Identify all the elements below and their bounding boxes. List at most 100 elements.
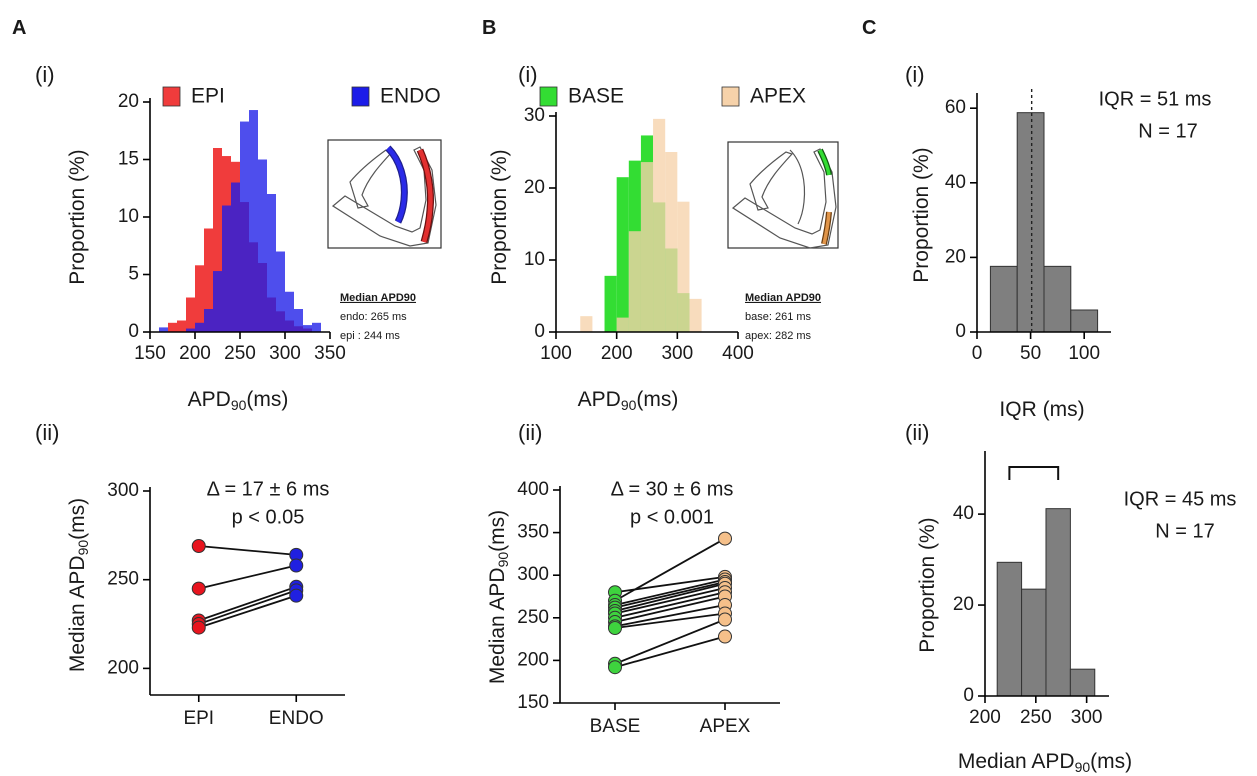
- histogram-bar: [303, 325, 312, 332]
- histogram-bar: [677, 201, 690, 332]
- y-tick-label: 300: [107, 480, 139, 501]
- pair-line: [198, 545, 297, 556]
- x-axis-label: Median APD90(ms): [958, 750, 1132, 775]
- panel-sublabel: (ii): [905, 420, 929, 445]
- y-tick-label: 40: [953, 503, 974, 524]
- label-part: 90: [231, 397, 247, 413]
- histogram-bar: [177, 320, 186, 332]
- inset-text: epi : 244 ms: [340, 330, 400, 342]
- dot: [608, 660, 622, 675]
- annotation: p < 0.05: [232, 506, 305, 528]
- pair-line: [614, 587, 726, 615]
- y-tick-label: 40: [945, 172, 966, 193]
- label-part: Median APD: [958, 750, 1075, 773]
- y-tick-label: 10: [118, 206, 139, 227]
- legend-label: EPI: [191, 85, 225, 108]
- annotation: N = 17: [1155, 520, 1214, 542]
- y-tick-label: 20: [953, 594, 974, 615]
- pair-line: [198, 585, 297, 622]
- dot: [191, 620, 206, 635]
- histogram-bar: [159, 327, 168, 332]
- histogram-bar: [204, 228, 213, 332]
- x-tick-label: 250: [224, 343, 256, 364]
- panel-sublabel: (i): [35, 62, 55, 87]
- x-tick-label: 200: [969, 707, 1001, 728]
- x-axis-label: APD90(ms): [578, 388, 679, 413]
- y-axis-label: Median APD90(ms): [486, 510, 511, 684]
- label-part: Median APD: [66, 555, 89, 672]
- y-axis-label: Proportion (%): [910, 147, 933, 282]
- x-tick-label: 400: [722, 343, 754, 364]
- histogram-bar: [231, 182, 240, 332]
- histogram-bar: [640, 162, 654, 332]
- label-part: Median APD: [486, 567, 509, 684]
- histogram-bar: [616, 317, 629, 332]
- x-tick-label: 100: [1068, 343, 1100, 364]
- pair-line: [614, 578, 726, 606]
- inset-text: endo: 265 ms: [340, 311, 407, 323]
- histogram-bar: [604, 275, 617, 332]
- dot: [718, 531, 732, 546]
- histogram-bar: [195, 265, 204, 332]
- histogram-bar: [294, 309, 303, 332]
- y-tick-label: 5: [128, 264, 139, 285]
- y-tick-label: 150: [517, 692, 549, 713]
- histogram-bar: [616, 177, 629, 332]
- legend-swatch: [351, 86, 370, 107]
- y-tick-label: 60: [945, 97, 966, 118]
- histogram-bar: [285, 291, 294, 332]
- pair-line: [614, 595, 726, 623]
- annotation: IQR = 51 ms: [1099, 88, 1212, 110]
- endo-region: [386, 146, 407, 224]
- y-tick-label: 0: [963, 685, 974, 706]
- dot: [718, 612, 732, 627]
- histogram-bar: [312, 322, 321, 332]
- legend-swatch: [162, 86, 181, 107]
- inset-text: Median APD90: [745, 292, 821, 304]
- label-part: Proportion (%): [910, 147, 933, 282]
- apex-region: [822, 211, 831, 245]
- histogram-bar: [222, 205, 231, 332]
- label-part: (ms): [486, 510, 509, 552]
- slice-outline: [331, 146, 437, 247]
- x-tick-label: 250: [1020, 707, 1052, 728]
- panel-letter: C: [862, 17, 876, 39]
- pair-line: [614, 635, 726, 669]
- label-part: (ms): [636, 388, 678, 411]
- y-axis-label: Proportion (%): [916, 517, 939, 652]
- pair-line: [614, 582, 726, 612]
- histogram-bar: [1043, 265, 1072, 333]
- histogram-bar: [240, 121, 249, 332]
- histogram-bar: [628, 231, 641, 332]
- y-tick-label: 250: [517, 607, 549, 628]
- histogram-bar: [186, 297, 195, 332]
- x-tick-label: BASE: [590, 716, 641, 737]
- panel-sublabel: (ii): [518, 420, 542, 445]
- x-tick-label: 50: [1020, 343, 1041, 364]
- histogram-bar: [665, 152, 678, 332]
- pair-line: [614, 604, 726, 628]
- histogram-bar: [996, 561, 1023, 697]
- label-part: (ms): [246, 388, 288, 411]
- histogram-bar: [653, 118, 666, 332]
- label-part: Proportion (%): [66, 149, 89, 284]
- pair-line: [198, 564, 297, 590]
- label-part: APD: [188, 388, 231, 411]
- y-tick-label: 200: [517, 649, 549, 670]
- label-part: IQR (ms): [999, 398, 1084, 421]
- label-part: APD: [578, 388, 621, 411]
- annotation: Δ = 30 ± 6 ms: [611, 478, 734, 500]
- inset-text: base: 261 ms: [745, 311, 812, 323]
- label-part: 90: [495, 552, 511, 568]
- x-tick-label: 200: [179, 343, 211, 364]
- y-tick-label: 400: [517, 479, 549, 500]
- legend-swatch: [721, 86, 740, 107]
- label-part: 90: [1075, 759, 1091, 775]
- annotation: p < 0.001: [630, 506, 714, 528]
- slice-outline: [749, 151, 794, 211]
- x-axis-label: APD90(ms): [188, 388, 289, 413]
- inset-b: [727, 141, 839, 249]
- histogram-bar: [1069, 668, 1096, 697]
- y-tick-label: 0: [534, 321, 545, 342]
